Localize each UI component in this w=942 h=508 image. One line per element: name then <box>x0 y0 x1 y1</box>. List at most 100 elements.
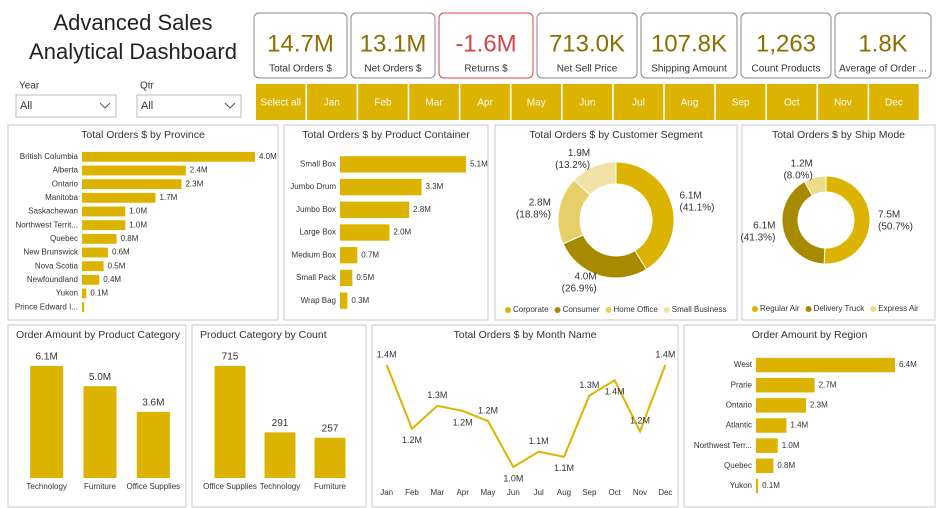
legend-marker <box>870 306 877 312</box>
month-button[interactable] <box>460 84 510 120</box>
data-label: 5.1M <box>470 159 488 168</box>
bar <box>314 437 346 478</box>
bar <box>340 201 410 218</box>
y-tick-label: New Brunswick <box>23 248 79 257</box>
x-tick-label: Nov <box>633 488 647 497</box>
data-label: 1.4M <box>377 349 397 359</box>
panel <box>683 324 936 508</box>
slicer-box[interactable] <box>136 94 242 118</box>
month-button[interactable] <box>613 84 664 120</box>
month-button[interactable] <box>715 84 766 120</box>
kpi-value: -1.6M <box>455 30 516 57</box>
legend-label: Express Air <box>878 304 919 313</box>
slicer-box[interactable] <box>15 94 117 118</box>
kpi-card <box>834 12 932 79</box>
data-label: 1.1M <box>554 463 574 473</box>
panel <box>371 324 679 508</box>
legend-marker <box>605 307 612 313</box>
data-label-percent: (8.0%) <box>783 170 812 181</box>
y-tick-label: Saskachewan <box>28 207 78 216</box>
bar <box>756 377 815 393</box>
data-label: 1.2M <box>453 417 473 427</box>
data-label: 1.3M <box>579 380 599 390</box>
donut-slice <box>615 161 675 271</box>
legend-label: Delivery Truck <box>814 304 866 313</box>
bar <box>82 302 85 313</box>
y-tick-label: Ontario <box>726 400 753 409</box>
month-button-label: Mar <box>425 98 443 109</box>
y-tick-label: West <box>734 360 753 369</box>
month-button[interactable] <box>767 84 817 120</box>
y-tick-label: Jumbo Drum <box>290 182 336 191</box>
slicer-value: All <box>141 100 153 112</box>
data-label: 1.0M <box>782 441 800 450</box>
month-button[interactable] <box>409 84 459 120</box>
month-button[interactable] <box>256 84 306 120</box>
chart-title: Product Category by Count <box>200 329 327 341</box>
y-tick-label: Prarie <box>731 380 753 389</box>
data-label-percent: (18.8%) <box>516 209 551 220</box>
x-tick-label: Technology <box>260 482 300 491</box>
bar <box>340 178 422 196</box>
data-label: 2.8M <box>413 205 431 214</box>
month-button-label: Jun <box>579 98 595 109</box>
data-label-percent: (41.3%) <box>740 233 775 244</box>
data-label: 2.3M <box>185 179 203 188</box>
data-label: 715 <box>222 352 239 363</box>
month-button[interactable] <box>664 84 715 120</box>
data-label: 0.4M <box>103 275 121 284</box>
kpi-value: 14.7M <box>267 30 334 57</box>
month-button[interactable] <box>307 84 357 120</box>
data-label: 1.3M <box>427 390 447 400</box>
donut-slice <box>803 175 827 197</box>
kpi-card <box>640 12 738 79</box>
month-button-label: Oct <box>784 98 800 109</box>
data-label: 1.2M <box>630 416 650 426</box>
kpi-label: Net Sell Price <box>557 64 618 75</box>
month-button[interactable] <box>818 84 868 120</box>
kpi-value: 1.8K <box>858 30 907 57</box>
month-button[interactable] <box>511 84 562 120</box>
month-button-label: Select all <box>260 98 301 109</box>
kpi-value: 107.8K <box>651 30 727 57</box>
legend-marker <box>554 307 561 313</box>
chart-title: Order Amount by Product Category <box>16 329 181 341</box>
y-tick-label: Quebec <box>724 461 752 470</box>
x-tick-label: May <box>480 488 495 497</box>
x-tick-label: Feb <box>405 488 419 497</box>
data-label: 6.1M <box>36 352 58 363</box>
data-label: 7.5M <box>878 210 900 221</box>
data-label-percent: (26.9%) <box>562 284 597 295</box>
y-tick-label: Small Box <box>300 159 336 168</box>
bar <box>82 233 117 244</box>
y-tick-label: Atlantic <box>726 421 752 430</box>
y-tick-label: Alberta <box>53 166 79 175</box>
month-button[interactable] <box>869 84 919 120</box>
bar <box>82 206 126 217</box>
legend-label: Regular Air <box>760 304 800 313</box>
x-tick-label: Mar <box>430 488 444 497</box>
chart-title: Total Orders $ by Month Name <box>454 329 597 341</box>
kpi-value: 13.1M <box>360 30 427 57</box>
month-button-label: Apr <box>477 98 493 109</box>
data-label: 0.1M <box>762 481 780 490</box>
data-label: 6.1M <box>680 191 702 202</box>
data-label: 0.3M <box>351 296 369 305</box>
bar <box>82 288 87 299</box>
month-button[interactable] <box>562 84 613 120</box>
bar <box>340 156 466 173</box>
legend-label: Corporate <box>513 305 549 314</box>
month-button-label: Jan <box>324 98 340 109</box>
x-tick-label: Furniture <box>84 482 117 491</box>
month-button-label: Nov <box>834 98 852 109</box>
month-button[interactable] <box>358 84 408 120</box>
y-tick-label: Northwest Terr... <box>694 441 752 450</box>
y-tick-label: Ontario <box>52 179 79 188</box>
x-tick-label: Aug <box>557 488 571 497</box>
data-label: 2.0M <box>393 228 411 237</box>
legend-label: Consumer <box>563 305 600 314</box>
chart-title: Total Orders $ by Province <box>81 129 205 141</box>
data-label: 1.2M <box>478 405 498 415</box>
bar <box>756 478 759 494</box>
y-tick-label: Nova Scotia <box>35 261 79 270</box>
